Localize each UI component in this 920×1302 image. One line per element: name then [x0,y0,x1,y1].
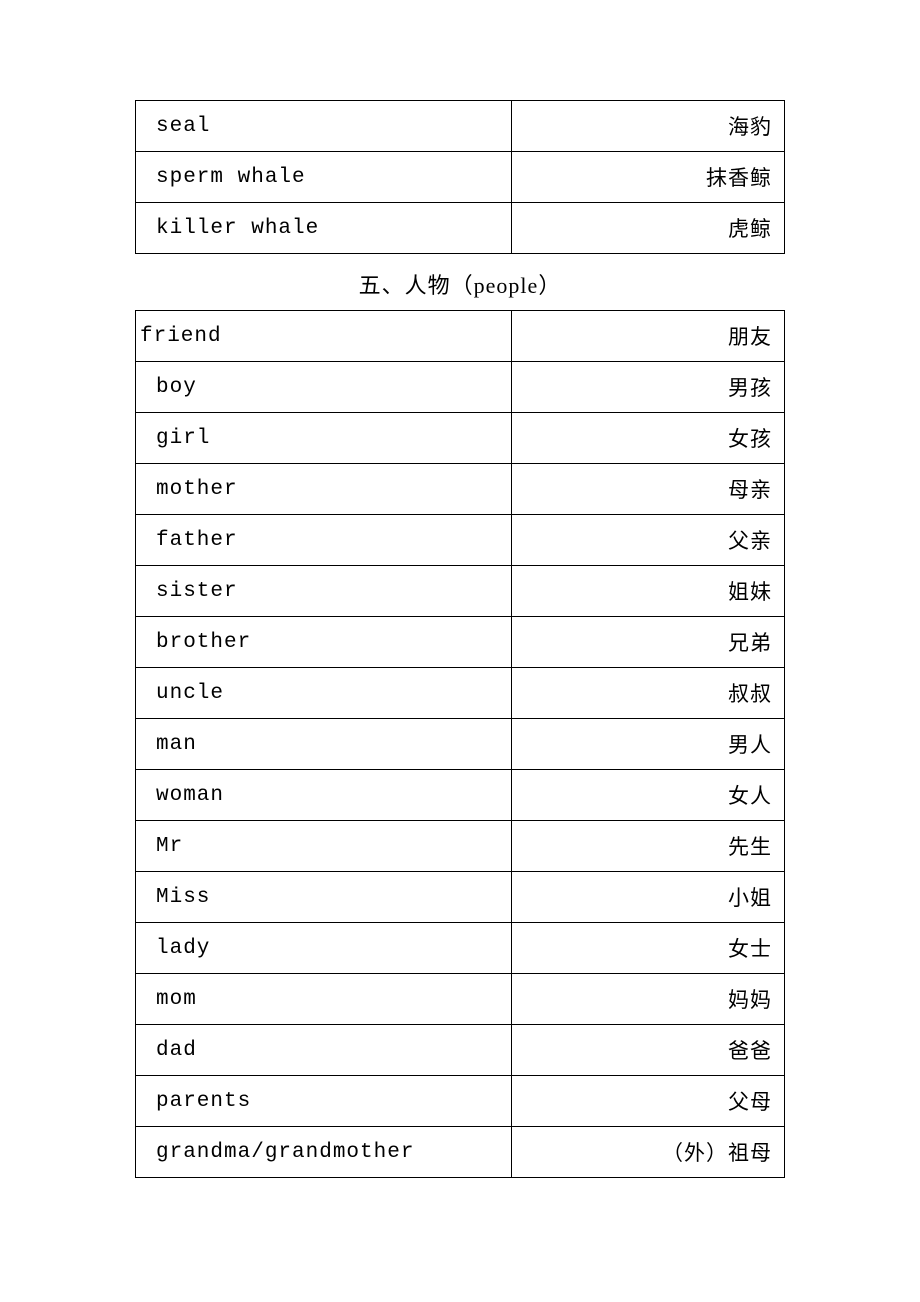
vocab-table-animals: seal 海豹 sperm whale 抹香鲸 killer whale 虎鲸 [135,100,785,254]
table-row: father父亲 [136,515,785,566]
chinese-cell: 女孩 [512,413,785,464]
chinese-cell: 朋友 [512,311,785,362]
chinese-cell: 父亲 [512,515,785,566]
english-cell: girl [136,413,512,464]
english-cell: father [136,515,512,566]
chinese-cell: 兄弟 [512,617,785,668]
table-row: brother兄弟 [136,617,785,668]
table-row: Miss小姐 [136,872,785,923]
english-cell: seal [136,101,512,152]
english-cell: friend [136,311,512,362]
table-row: killer whale 虎鲸 [136,203,785,254]
table-row: man男人 [136,719,785,770]
english-cell: uncle [136,668,512,719]
table-row: woman女人 [136,770,785,821]
table-row: friend朋友 [136,311,785,362]
english-cell: mom [136,974,512,1025]
english-cell: woman [136,770,512,821]
table-row: girl女孩 [136,413,785,464]
english-cell: man [136,719,512,770]
table-row: Mr先生 [136,821,785,872]
english-cell: boy [136,362,512,413]
chinese-cell: 男人 [512,719,785,770]
english-cell: sperm whale [136,152,512,203]
chinese-cell: 父母 [512,1076,785,1127]
table-row: mother母亲 [136,464,785,515]
table-row: uncle叔叔 [136,668,785,719]
table-row: dad爸爸 [136,1025,785,1076]
chinese-cell: 女士 [512,923,785,974]
english-cell: sister [136,566,512,617]
table1-body: seal 海豹 sperm whale 抹香鲸 killer whale 虎鲸 [136,101,785,254]
chinese-cell: （外）祖母 [512,1127,785,1178]
english-cell: Miss [136,872,512,923]
chinese-cell: 叔叔 [512,668,785,719]
table-row: sperm whale 抹香鲸 [136,152,785,203]
english-cell: grandma/grandmother [136,1127,512,1178]
english-cell: brother [136,617,512,668]
chinese-cell: 女人 [512,770,785,821]
chinese-cell: 虎鲸 [512,203,785,254]
table-row: mom妈妈 [136,974,785,1025]
table-row: grandma/grandmother（外）祖母 [136,1127,785,1178]
english-cell: parents [136,1076,512,1127]
english-cell: killer whale [136,203,512,254]
chinese-cell: 母亲 [512,464,785,515]
chinese-cell: 先生 [512,821,785,872]
chinese-cell: 爸爸 [512,1025,785,1076]
chinese-cell: 抹香鲸 [512,152,785,203]
english-cell: mother [136,464,512,515]
english-cell: lady [136,923,512,974]
vocab-table-people: friend朋友 boy男孩 girl女孩 mother母亲 father父亲 … [135,310,785,1178]
table-row: seal 海豹 [136,101,785,152]
table2-body: friend朋友 boy男孩 girl女孩 mother母亲 father父亲 … [136,311,785,1178]
english-cell: dad [136,1025,512,1076]
chinese-cell: 妈妈 [512,974,785,1025]
table-row: sister姐妹 [136,566,785,617]
table-row: parents父母 [136,1076,785,1127]
english-cell: Mr [136,821,512,872]
chinese-cell: 海豹 [512,101,785,152]
table-row: boy男孩 [136,362,785,413]
table-row: lady女士 [136,923,785,974]
chinese-cell: 姐妹 [512,566,785,617]
document-page: seal 海豹 sperm whale 抹香鲸 killer whale 虎鲸 … [0,0,920,1238]
section-title-people: 五、人物（people） [135,268,785,300]
chinese-cell: 男孩 [512,362,785,413]
chinese-cell: 小姐 [512,872,785,923]
